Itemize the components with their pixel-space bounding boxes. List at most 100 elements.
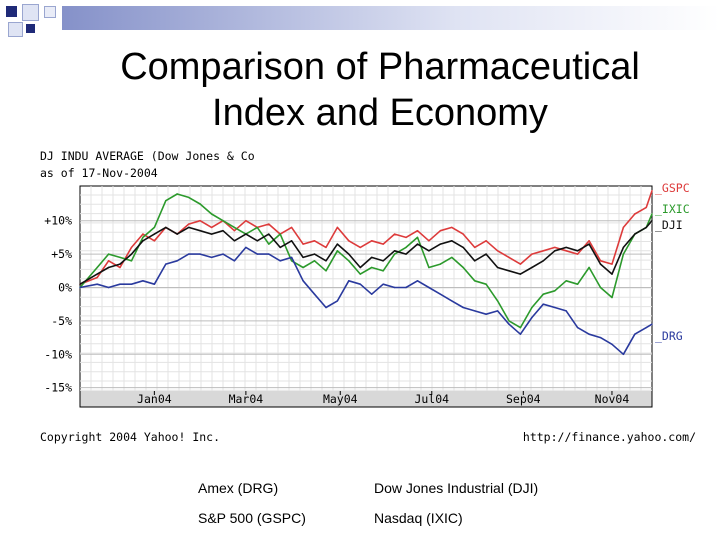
data-point-ixic <box>210 213 213 215</box>
data-point-gspc <box>554 246 556 249</box>
data-point-drg <box>599 336 602 339</box>
data-point-ixic <box>416 236 419 239</box>
y-tick-label: -10% <box>44 347 72 361</box>
data-point-drg <box>79 286 81 289</box>
data-point-dji <box>107 266 110 269</box>
data-point-gspc <box>142 233 144 235</box>
data-point-ixic <box>222 220 224 222</box>
data-point-ixic <box>268 243 270 245</box>
y-tick-label: 0% <box>58 280 72 294</box>
data-point-ixic <box>542 293 544 295</box>
data-point-dji <box>336 243 339 245</box>
data-point-drg <box>416 280 419 282</box>
data-point-drg <box>576 326 579 329</box>
chart-copyright: Copyright 2004 Yahoo! Inc. <box>40 430 220 444</box>
data-point-drg <box>176 260 178 262</box>
data-point-dji <box>210 233 213 235</box>
data-point-ixic <box>199 203 201 205</box>
data-point-dji <box>519 273 522 275</box>
data-point-gspc <box>645 206 647 209</box>
data-point-dji <box>554 250 556 252</box>
data-point-drg <box>405 286 407 289</box>
data-point-dji <box>634 233 636 235</box>
legend-dji: Dow Jones Industrial (DJI) <box>374 480 539 496</box>
data-point-gspc <box>651 190 653 192</box>
data-point-dji <box>130 253 133 255</box>
data-point-ixic <box>233 226 236 229</box>
data-point-dji <box>371 256 373 259</box>
data-point-dji <box>508 270 510 272</box>
data-point-drg <box>393 286 396 289</box>
data-point-ixic <box>176 193 178 195</box>
data-point-ixic <box>622 253 625 255</box>
data-point-dji <box>393 250 396 252</box>
data-point-gspc <box>474 246 476 249</box>
data-point-ixic <box>428 266 430 269</box>
data-point-gspc <box>611 263 613 265</box>
data-point-dji <box>576 250 579 252</box>
data-point-drg <box>245 246 247 249</box>
grid-lines <box>80 186 652 391</box>
data-point-drg <box>622 353 625 355</box>
data-point-ixic <box>393 253 396 255</box>
data-point-drg <box>119 283 121 285</box>
data-point-ixic <box>496 300 499 302</box>
data-point-gspc <box>233 230 236 232</box>
header-gradient-bar <box>62 6 720 30</box>
x-tick-label: Jan04 <box>137 392 172 406</box>
data-point-drg <box>519 333 522 335</box>
data-point-drg <box>313 293 316 295</box>
data-point-drg <box>474 310 476 312</box>
data-point-ixic <box>485 283 487 285</box>
data-point-drg <box>508 323 510 325</box>
title-line-1: Comparison of Pharmaceutical <box>120 46 640 88</box>
data-point-gspc <box>130 246 133 249</box>
data-point-ixic <box>405 246 407 249</box>
data-point-dji <box>142 240 144 242</box>
data-point-gspc <box>199 220 201 222</box>
data-point-drg <box>210 256 213 259</box>
data-point-ixic <box>651 213 653 215</box>
data-point-ixic <box>313 260 316 262</box>
data-point-gspc <box>462 233 464 235</box>
data-point-gspc <box>428 240 430 242</box>
data-point-ixic <box>256 226 258 229</box>
data-point-gspc <box>439 230 442 232</box>
data-point-gspc <box>508 256 510 259</box>
chart-header-line-2: as of 17-Nov-2004 <box>40 166 158 180</box>
data-point-drg <box>142 280 144 282</box>
data-point-drg <box>439 293 442 295</box>
data-point-gspc <box>153 240 156 242</box>
data-point-dji <box>542 260 544 262</box>
data-point-drg <box>359 283 361 285</box>
data-point-gspc <box>96 276 98 279</box>
data-point-gspc <box>485 240 487 242</box>
data-point-drg <box>268 253 270 255</box>
data-point-dji <box>611 273 613 275</box>
data-point-ixic <box>531 306 533 309</box>
y-tick-label: -15% <box>44 381 72 395</box>
data-point-drg <box>222 253 224 255</box>
data-point-ixic <box>107 253 110 255</box>
data-point-drg <box>348 280 350 282</box>
data-point-gspc <box>542 250 544 252</box>
data-point-ixic <box>188 196 190 199</box>
data-point-gspc <box>576 253 579 255</box>
data-point-gspc <box>588 240 590 242</box>
data-point-ixic <box>439 263 442 265</box>
data-point-drg <box>428 286 430 289</box>
data-point-drg <box>531 316 533 319</box>
data-point-gspc <box>622 226 625 229</box>
data-point-ixic <box>576 283 579 285</box>
data-point-dji <box>165 226 167 229</box>
data-point-dji <box>96 273 98 275</box>
data-point-dji <box>245 233 247 235</box>
data-point-dji <box>485 253 487 255</box>
data-point-dji <box>119 263 121 265</box>
data-point-ixic <box>451 256 453 259</box>
data-point-drg <box>542 303 544 305</box>
data-point-gspc <box>313 240 316 242</box>
data-point-drg <box>634 333 636 335</box>
data-point-drg <box>611 343 613 345</box>
